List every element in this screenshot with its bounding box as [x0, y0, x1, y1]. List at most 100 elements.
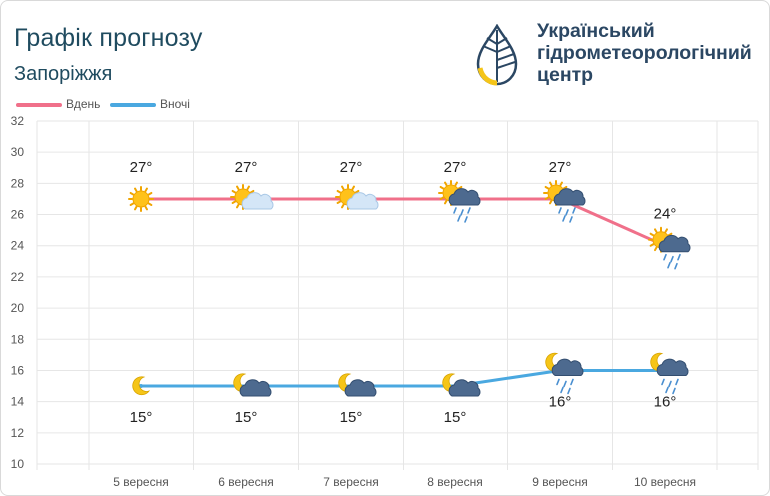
- sun-rain-icon-part: [664, 228, 668, 233]
- moon-cloud-icon: [233, 373, 272, 397]
- sun-rain-icon: [438, 179, 481, 223]
- drop-logo-icon: [476, 24, 518, 86]
- sun-rain-icon-part: [439, 185, 445, 190]
- moon-rain-icon-part: [665, 386, 669, 394]
- sun-rain-icon-part: [649, 243, 655, 247]
- sun-rain-icon-part: [654, 228, 658, 233]
- sun-icon: [128, 185, 154, 212]
- y-tick-label: 28: [11, 176, 25, 190]
- sun-rain-icon-part: [654, 246, 658, 252]
- sun-rain-icon-part: [565, 209, 569, 216]
- moon-rain-icon: [650, 352, 689, 395]
- night-temp-label: 16°: [654, 393, 677, 410]
- moon-rain-icon-part: [551, 358, 584, 376]
- legend-item-day[interactable]: Вдень: [16, 97, 100, 111]
- moon-rain-icon-part: [567, 387, 571, 395]
- night-temp-label: 15°: [444, 409, 467, 426]
- x-tick-label: 6 вересня: [218, 475, 273, 489]
- sun-rain-icon-part: [549, 181, 553, 187]
- moon-cloud-icon-part: [344, 379, 377, 397]
- sun-cloud-icon: [230, 183, 274, 210]
- moon-rain-icon: [545, 352, 584, 395]
- sun-icon-part: [134, 205, 138, 211]
- day-temp-label: 27°: [235, 159, 258, 176]
- day-temp-label: 27°: [444, 159, 467, 176]
- sun-rain-icon-part: [444, 199, 448, 205]
- sun-cloud-icon-part: [231, 200, 237, 204]
- night-temp-label: 16°: [549, 393, 572, 410]
- day-temp-label: 27°: [340, 159, 363, 176]
- moon-rain-icon-part: [656, 358, 689, 376]
- sun-rain-icon-part: [562, 185, 568, 190]
- sun-icon-part: [144, 205, 148, 211]
- day-temp-label: 27°: [549, 159, 572, 176]
- moon-cloud-icon: [442, 373, 481, 397]
- sun-cloud-icon-part: [341, 203, 345, 209]
- page-title: Графік прогнозу: [14, 24, 203, 52]
- moon-cloud-icon: [338, 373, 377, 397]
- org-line: центр: [537, 64, 594, 86]
- org-line: гідрометеорологічний: [537, 42, 752, 64]
- moon-cloud-icon-part: [239, 379, 272, 397]
- city-name: Запоріжжя: [14, 63, 113, 85]
- day-series-line: [141, 197, 666, 248]
- sun-rain-icon-part: [670, 255, 674, 263]
- legend-swatch-night: [110, 102, 156, 107]
- legend-item-night[interactable]: Вночі: [110, 97, 190, 111]
- sun-rain-icon-part: [667, 261, 671, 269]
- y-tick-label: 24: [11, 239, 25, 253]
- sun-rain-icon-part: [457, 185, 463, 190]
- moon-rain-icon-part: [570, 378, 574, 386]
- moon-icon-part: [132, 376, 151, 396]
- sun-rain-icon-part: [663, 253, 667, 261]
- sun-rain-icon: [543, 179, 586, 223]
- y-tick-label: 12: [11, 426, 25, 440]
- sun-rain-icon-part: [569, 216, 573, 223]
- moon-rain-icon-part: [661, 378, 665, 386]
- sun-cloud-icon-part: [346, 192, 379, 210]
- sun-icon-part: [147, 191, 153, 196]
- sun-cloud-icon-part: [241, 192, 274, 210]
- sun-rain-icon-part: [460, 209, 464, 216]
- sun-rain-icon-part: [439, 196, 445, 200]
- night-temp-label: 15°: [340, 409, 363, 426]
- moon-rain-icon-part: [560, 386, 564, 394]
- x-tick-label: 10 вересня: [634, 475, 696, 489]
- sun-rain-icon-part: [553, 188, 586, 206]
- y-tick-label: 30: [11, 145, 25, 159]
- sun-cloud-icon-part: [236, 203, 240, 209]
- sun-icon-part: [134, 187, 138, 193]
- sun-cloud-icon-part: [231, 189, 237, 194]
- moon-rain-icon-part: [556, 378, 560, 386]
- sun-rain-icon-part: [453, 207, 457, 214]
- y-tick-label: 16: [11, 363, 25, 377]
- moon-rain-icon-part: [563, 380, 567, 388]
- y-tick-label: 22: [11, 270, 25, 284]
- sun-icon-part: [129, 191, 135, 196]
- sun-rain-icon-part: [457, 215, 461, 222]
- sun-rain-icon-part: [558, 207, 562, 214]
- x-tick-label: 7 вересня: [323, 475, 378, 489]
- y-tick-label: 10: [11, 457, 25, 471]
- sun-cloud-icon-part: [341, 185, 345, 191]
- sun-rain-icon-part: [464, 216, 468, 223]
- y-tick-label: 32: [11, 114, 25, 128]
- sun-cloud-icon-part: [354, 189, 360, 194]
- sun-rain-icon: [648, 226, 691, 270]
- sun-rain-icon-part: [559, 181, 563, 187]
- sun-rain-icon-part: [444, 181, 448, 187]
- sun-rain-icon-part: [667, 232, 673, 237]
- moon-cloud-icon-part: [448, 379, 481, 397]
- sun-cloud-icon-part: [336, 189, 342, 194]
- x-tick-label: 9 вересня: [532, 475, 587, 489]
- sun-rain-icon-part: [544, 196, 550, 200]
- sun-rain-icon-part: [448, 188, 481, 206]
- sun-rain-icon-part: [544, 185, 550, 190]
- day-temp-label: 24°: [654, 206, 677, 223]
- night-temp-label: 15°: [235, 409, 258, 426]
- legend-label-day: Вдень: [66, 97, 101, 111]
- sun-rain-icon-part: [562, 215, 566, 222]
- moon-rain-icon-part: [675, 378, 679, 386]
- sun-rain-icon-part: [649, 232, 655, 237]
